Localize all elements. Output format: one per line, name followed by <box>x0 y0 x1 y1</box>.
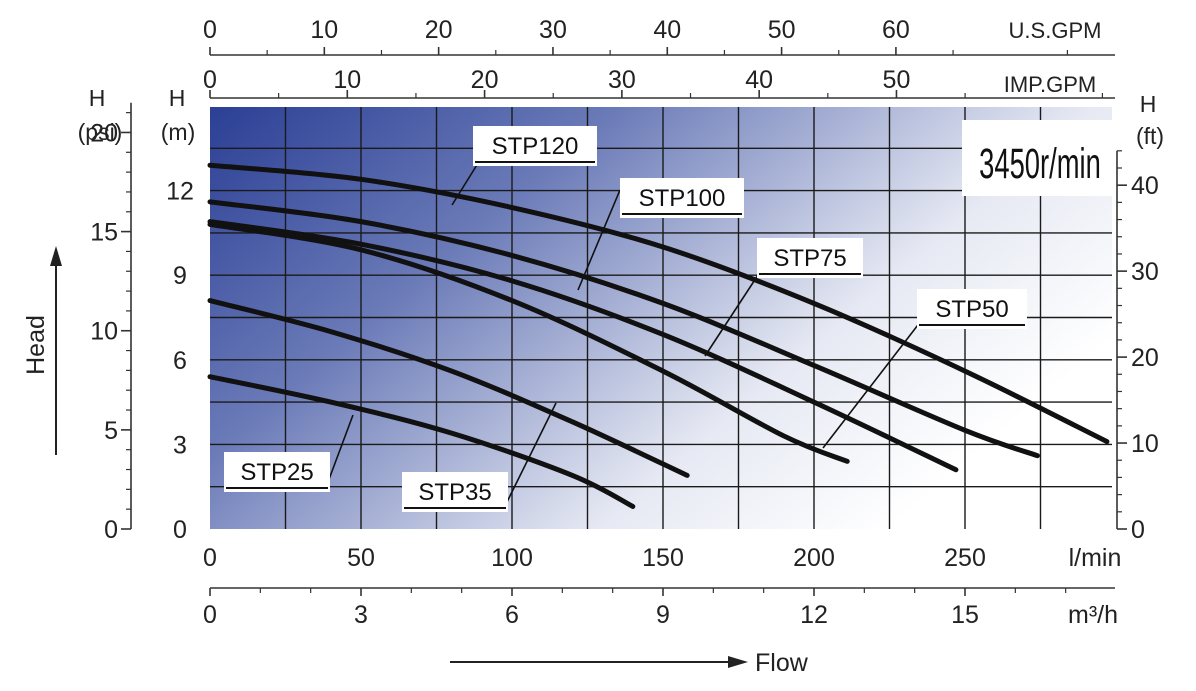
y-tick-label: 3 <box>173 431 187 459</box>
ft-heading: H <box>1140 91 1157 117</box>
ft-tick-label: 0 <box>1131 516 1145 544</box>
x-axis-lmin: 0 50 100 150 200 250 l/min <box>203 544 1121 572</box>
imp-gpm-tick-label: 20 <box>471 66 499 94</box>
y-axis-m: 0 3 6 9 12 H (m) <box>161 85 195 544</box>
us-gpm-tick-label: 40 <box>653 16 681 44</box>
y-tick-label: 9 <box>173 262 187 290</box>
us-gpm-tick-label: 20 <box>425 16 453 44</box>
m3h-tick-label: 15 <box>951 601 979 629</box>
y-tick-label: 6 <box>173 347 187 375</box>
x-tick-label: 100 <box>491 544 533 572</box>
imp-gpm-tick-label: 30 <box>608 66 636 94</box>
imp-gpm-tick-label: 0 <box>203 66 217 94</box>
ft-tick-label: 10 <box>1131 430 1159 458</box>
series-name-label: STP100 <box>639 185 726 212</box>
x-tick-label: 150 <box>642 544 684 572</box>
m3h-tick-label: 12 <box>800 601 828 629</box>
flow-axis-title: Flow <box>450 649 809 677</box>
ft-tick-label: 20 <box>1131 344 1159 372</box>
imp-gpm-tick-label: 10 <box>333 66 361 94</box>
x-tick-label: 0 <box>203 544 217 572</box>
imp-gpm-tick-label: 40 <box>745 66 773 94</box>
psi-tick-label: 5 <box>104 417 118 445</box>
x-tick-label: 50 <box>347 544 375 572</box>
ft-unit: (ft) <box>1136 123 1164 149</box>
psi-tick-label: 10 <box>90 318 118 346</box>
ft-tick-label: 30 <box>1131 258 1159 286</box>
y-m-unit: (m) <box>161 119 195 145</box>
series-name-label: STP50 <box>935 296 1008 323</box>
speed-label: 3450r/min <box>979 140 1101 188</box>
flow-arrow-head <box>728 656 748 668</box>
us-gpm-tick-label: 0 <box>203 16 217 44</box>
head-axis-title: Head <box>22 246 62 455</box>
us-gpm-tick-label: 60 <box>882 16 910 44</box>
series-name-label: STP120 <box>492 133 579 160</box>
top-axis-imp-gpm: 0 10 20 30 40 50 IMP.GPM <box>203 66 1115 98</box>
speed-label-group: 3450r/min <box>962 120 1112 196</box>
psi-heading: H <box>89 85 106 111</box>
x-tick-label: 200 <box>793 544 835 572</box>
series-name-label: STP75 <box>773 245 846 272</box>
us-gpm-tick-label: 30 <box>539 16 567 44</box>
x-tick-label: 250 <box>944 544 986 572</box>
x-unit-label: l/min <box>1069 544 1122 572</box>
y-m-heading: H <box>169 85 186 111</box>
psi-unit: (psi) <box>78 119 123 145</box>
imp-gpm-unit-label: IMP.GPM <box>1004 72 1097 97</box>
m3h-tick-label: 0 <box>203 601 217 629</box>
m3h-unit-label: m³/h <box>1068 601 1118 629</box>
m3h-tick-label: 9 <box>656 601 670 629</box>
y-tick-label: 12 <box>166 178 194 206</box>
m3h-tick-label: 6 <box>505 601 519 629</box>
series-name-label: STP25 <box>240 459 313 486</box>
ft-tick-label: 40 <box>1131 172 1159 200</box>
top-axis-us-gpm: 0 10 20 30 40 50 60 U.S.GPM <box>203 16 1115 55</box>
x-axis-m3h: 0 3 6 9 12 15 m³/h <box>203 588 1118 629</box>
us-gpm-tick-label: 50 <box>768 16 796 44</box>
us-gpm-tick-label: 10 <box>310 16 338 44</box>
y-tick-label: 0 <box>173 516 187 544</box>
head-label: Head <box>22 315 50 375</box>
imp-gpm-tick-label: 50 <box>883 66 911 94</box>
head-arrow-head <box>50 246 62 266</box>
psi-tick-label: 15 <box>90 219 118 247</box>
series-name-label: STP35 <box>418 479 491 506</box>
y-axis-ft: 0 10 20 30 40 H (ft) <box>1117 91 1164 544</box>
us-gpm-unit-label: U.S.GPM <box>1009 18 1102 43</box>
m3h-tick-label: 3 <box>354 601 368 629</box>
psi-tick-label: 0 <box>104 516 118 544</box>
flow-label: Flow <box>755 649 809 677</box>
